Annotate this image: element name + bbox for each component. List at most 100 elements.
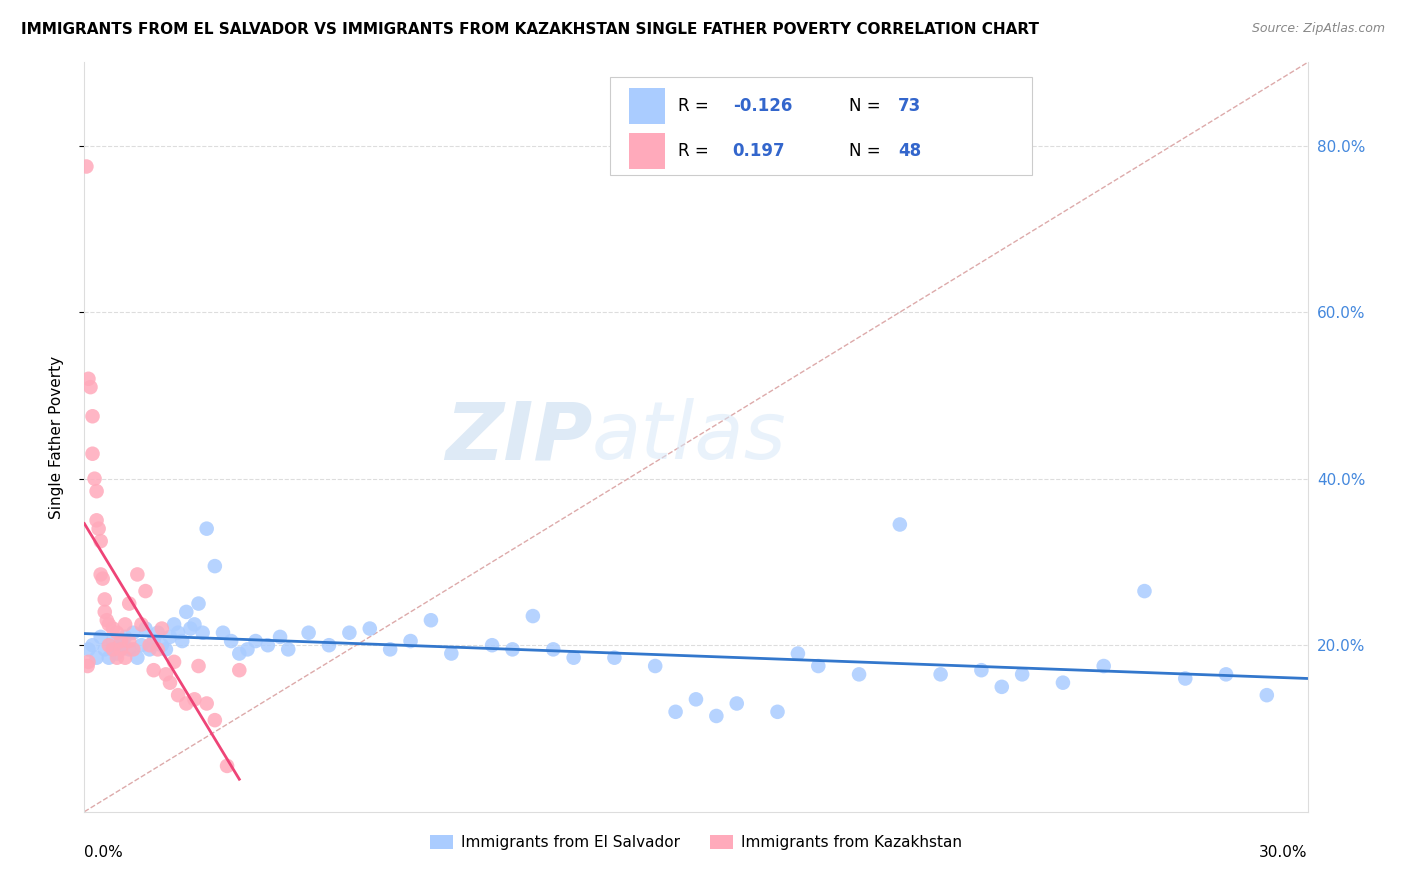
Point bbox=[1052, 675, 1074, 690]
Point bbox=[159, 630, 181, 644]
Point bbox=[204, 713, 226, 727]
Point bbox=[228, 663, 250, 677]
Point bbox=[101, 634, 124, 648]
Point bbox=[179, 622, 201, 636]
Point bbox=[1215, 667, 1237, 681]
Point bbox=[114, 630, 136, 644]
Point bbox=[135, 622, 157, 636]
Point bbox=[269, 630, 291, 644]
Point bbox=[159, 675, 181, 690]
Point bbox=[79, 380, 101, 394]
Point bbox=[86, 650, 108, 665]
Point bbox=[706, 709, 728, 723]
Point bbox=[118, 634, 141, 648]
Point bbox=[96, 613, 118, 627]
Point bbox=[257, 638, 280, 652]
Text: 48: 48 bbox=[898, 143, 921, 161]
Point bbox=[146, 625, 169, 640]
Point bbox=[77, 655, 100, 669]
Text: 73: 73 bbox=[898, 97, 921, 115]
Point bbox=[167, 688, 190, 702]
Point bbox=[86, 484, 108, 499]
Point bbox=[146, 642, 169, 657]
Point bbox=[481, 638, 503, 652]
Point bbox=[228, 647, 250, 661]
Point bbox=[93, 605, 115, 619]
Point bbox=[155, 667, 177, 681]
Point bbox=[420, 613, 443, 627]
Point bbox=[359, 622, 381, 636]
Point bbox=[1256, 688, 1278, 702]
Point bbox=[93, 642, 115, 657]
Text: -0.126: -0.126 bbox=[733, 97, 792, 115]
Text: 0.197: 0.197 bbox=[733, 143, 786, 161]
Point bbox=[101, 642, 124, 657]
Text: IMMIGRANTS FROM EL SALVADOR VS IMMIGRANTS FROM KAZAKHSTAN SINGLE FATHER POVERTY : IMMIGRANTS FROM EL SALVADOR VS IMMIGRANT… bbox=[21, 22, 1039, 37]
Point bbox=[97, 650, 120, 665]
Point bbox=[399, 634, 422, 648]
Point bbox=[970, 663, 993, 677]
Point bbox=[685, 692, 707, 706]
Point bbox=[217, 759, 239, 773]
Point bbox=[150, 622, 173, 636]
Point bbox=[212, 625, 235, 640]
Point bbox=[440, 647, 463, 661]
Point bbox=[131, 638, 153, 652]
Point bbox=[848, 667, 870, 681]
Point bbox=[991, 680, 1014, 694]
Point bbox=[105, 647, 128, 661]
Text: N =: N = bbox=[849, 143, 886, 161]
Point bbox=[122, 625, 145, 640]
Point bbox=[110, 638, 132, 652]
Point bbox=[183, 617, 205, 632]
Point bbox=[118, 642, 141, 657]
Point bbox=[787, 647, 810, 661]
Point bbox=[1133, 584, 1156, 599]
Point bbox=[174, 605, 197, 619]
Point bbox=[77, 642, 100, 657]
Point bbox=[725, 697, 748, 711]
Point bbox=[82, 409, 104, 424]
Point bbox=[83, 472, 105, 486]
Point bbox=[929, 667, 952, 681]
Point bbox=[644, 659, 666, 673]
Point bbox=[219, 634, 242, 648]
Point bbox=[195, 697, 218, 711]
Point bbox=[131, 617, 153, 632]
Point bbox=[75, 160, 97, 174]
Point bbox=[114, 650, 136, 665]
Point bbox=[142, 663, 165, 677]
Point bbox=[245, 634, 267, 648]
Point bbox=[118, 597, 141, 611]
Point bbox=[93, 592, 115, 607]
Point bbox=[110, 642, 132, 657]
Point bbox=[889, 517, 911, 532]
Point bbox=[114, 617, 136, 632]
Point bbox=[90, 630, 112, 644]
Point bbox=[122, 642, 145, 657]
Point bbox=[1011, 667, 1033, 681]
FancyBboxPatch shape bbox=[610, 78, 1032, 175]
Point bbox=[195, 522, 218, 536]
Point bbox=[101, 622, 124, 636]
Point bbox=[298, 625, 321, 640]
Point bbox=[167, 625, 190, 640]
Text: Source: ZipAtlas.com: Source: ZipAtlas.com bbox=[1251, 22, 1385, 36]
Point bbox=[191, 625, 214, 640]
Legend: Immigrants from El Salvador, Immigrants from Kazakhstan: Immigrants from El Salvador, Immigrants … bbox=[425, 830, 967, 856]
Point bbox=[105, 650, 128, 665]
Point bbox=[277, 642, 299, 657]
Point bbox=[174, 697, 197, 711]
Point bbox=[187, 597, 209, 611]
Point bbox=[110, 634, 132, 648]
Text: 30.0%: 30.0% bbox=[1260, 846, 1308, 861]
Point bbox=[90, 567, 112, 582]
Point bbox=[1174, 672, 1197, 686]
Text: 0.0%: 0.0% bbox=[84, 846, 124, 861]
Point bbox=[105, 625, 128, 640]
Text: ZIP: ZIP bbox=[444, 398, 592, 476]
Point bbox=[183, 692, 205, 706]
Point bbox=[135, 584, 157, 599]
Point bbox=[127, 567, 149, 582]
Point bbox=[138, 638, 160, 652]
